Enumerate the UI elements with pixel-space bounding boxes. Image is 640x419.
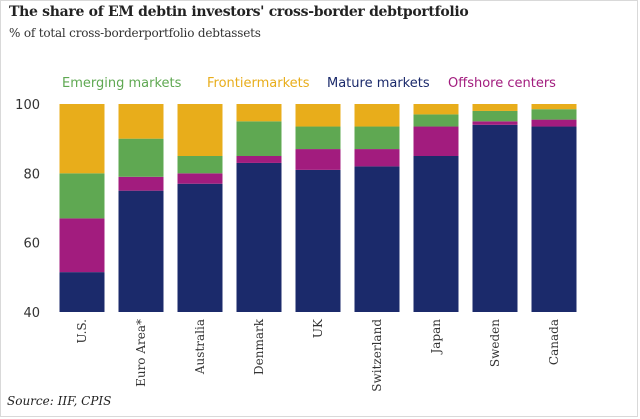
bar-segment-frontier-markets <box>531 104 577 110</box>
bar-segment-frontier-markets <box>236 104 282 122</box>
x-axis: U.S. Euro Area* Australia Denmark UK Switzerl… <box>75 318 561 392</box>
legend-item-offshore-centers: Offshore centers <box>448 76 556 91</box>
bar-segment-frontier-markets <box>295 104 341 127</box>
bar-segment-mature-markets <box>295 169 341 312</box>
legend-item-frontiermarkets: Frontiermarkets <box>207 76 310 91</box>
bar-segment-offshore-centers <box>118 176 164 191</box>
category-label: UK <box>311 318 325 338</box>
bar-segment-frontier-markets <box>472 104 518 111</box>
category-label: Canada <box>547 319 561 365</box>
bar-segment-frontier-markets <box>354 104 400 127</box>
bar-segment-mature-markets <box>531 126 577 313</box>
category-label: Japan <box>429 319 443 356</box>
bar-segment-emerging-markets <box>177 156 223 174</box>
category-label: Denmark <box>252 318 266 375</box>
bar-segment-offshore-centers <box>59 218 105 273</box>
bar-segment-emerging-markets <box>236 121 282 156</box>
bar-segment-emerging-markets <box>295 126 341 150</box>
y-tick-label: 80 <box>23 167 40 182</box>
bar-segment-emerging-markets <box>118 138 164 177</box>
bar-segment-offshore-centers <box>472 121 518 125</box>
y-tick-label: 40 <box>23 306 40 321</box>
category-label: U.S. <box>75 319 89 343</box>
legend: Emerging markets Frontiermarkets Mature ma… <box>62 76 556 91</box>
bar-segment-mature-markets <box>59 272 105 312</box>
bar-segment-emerging-markets <box>472 110 518 122</box>
source-note: Source: IIF, CPIS <box>7 394 112 408</box>
bar-segment-mature-markets <box>413 156 459 312</box>
bar-segment-offshore-centers <box>354 149 400 167</box>
bar-segment-mature-markets <box>177 183 223 312</box>
bar-segment-mature-markets <box>236 162 282 312</box>
bar-segment-mature-markets <box>472 124 518 312</box>
bar-segment-frontier-markets <box>177 104 223 156</box>
category-label: Sweden <box>488 319 502 367</box>
y-tick-label: 60 <box>23 237 40 252</box>
category-label: Australia <box>193 319 207 375</box>
bar-segment-mature-markets <box>354 166 400 312</box>
bar-segment-emerging-markets <box>531 109 577 120</box>
bar-segment-emerging-markets <box>413 114 459 127</box>
bar-segment-offshore-centers <box>413 126 459 156</box>
legend-item-emerging-markets: Emerging markets <box>62 76 182 91</box>
chart-subtitle: % of total cross-borderportfolio debtass… <box>9 26 261 40</box>
bar-segment-emerging-markets <box>354 126 400 150</box>
bar-segment-mature-markets <box>118 190 164 312</box>
chart-title: The share of EM debtin investors' cross-… <box>9 4 469 20</box>
bar-segment-offshore-centers <box>295 149 341 170</box>
bars <box>59 104 577 313</box>
category-label: Euro Area* <box>134 319 148 387</box>
y-axis: 40 60 80 100 <box>15 98 40 321</box>
bar-segment-frontier-markets <box>413 104 459 115</box>
bar-segment-offshore-centers <box>236 156 282 163</box>
legend-item-mature-markets: Mature markets <box>327 76 430 91</box>
bar-segment-emerging-markets <box>59 173 105 219</box>
bar-segment-frontier-markets <box>59 104 105 174</box>
y-tick-label: 100 <box>15 98 40 113</box>
category-label: Switzerland <box>370 319 384 392</box>
bar-segment-offshore-centers <box>177 173 223 184</box>
bar-segment-offshore-centers <box>531 119 577 127</box>
bar-segment-frontier-markets <box>118 104 164 139</box>
